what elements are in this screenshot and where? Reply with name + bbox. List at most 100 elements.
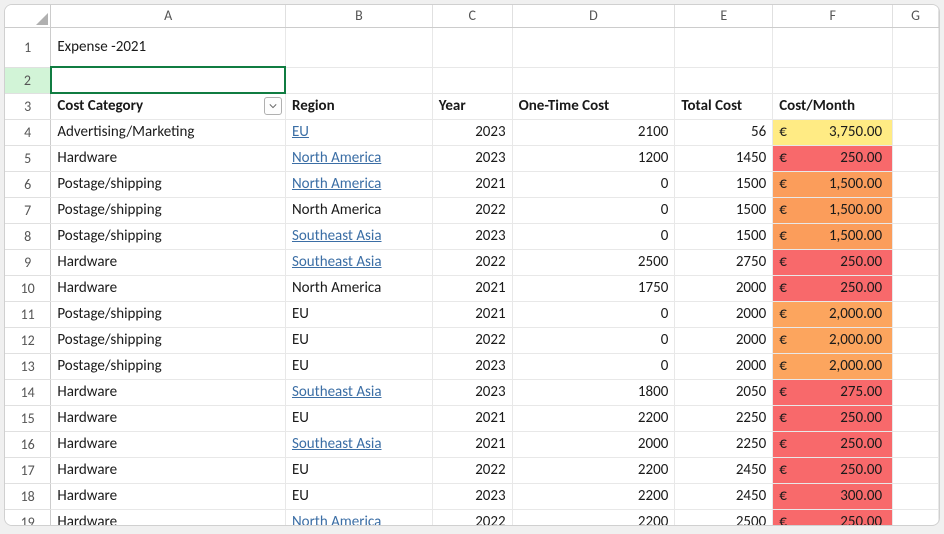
cell-category-15[interactable]: Hardware [51,405,286,431]
cell-g11[interactable] [893,301,939,327]
cell-cost-month-17[interactable]: €250.00 [773,457,893,483]
cell-year-13[interactable]: 2023 [432,353,512,379]
header-region[interactable]: Region [285,93,432,119]
cell-cost-month-8[interactable]: €1,500.00 [773,223,893,249]
cell-cost-month-9[interactable]: €250.00 [773,249,893,275]
cell-otc-5[interactable]: 1200 [512,145,675,171]
cell-g14[interactable] [893,379,939,405]
region-link-19[interactable]: North America [292,513,381,526]
cell-year-17[interactable]: 2022 [432,457,512,483]
row-head-15[interactable]: 15 [5,405,51,431]
cell-d1[interactable] [512,27,675,67]
row-head-12[interactable]: 12 [5,327,51,353]
cell-cost-month-18[interactable]: €300.00 [773,483,893,509]
col-head-c[interactable]: C [432,5,512,27]
cell-category-8[interactable]: Postage/shipping [51,223,286,249]
cell-c2[interactable] [432,67,512,93]
cell-tc-19[interactable]: 2500 [675,509,773,526]
cell-otc-18[interactable]: 2200 [512,483,675,509]
col-head-f[interactable]: F [773,5,893,27]
cell-g17[interactable] [893,457,939,483]
cell-otc-4[interactable]: 2100 [512,119,675,145]
cell-region-14[interactable]: Southeast Asia [285,379,432,405]
cell-cost-month-7[interactable]: €1,500.00 [773,197,893,223]
cell-year-8[interactable]: 2023 [432,223,512,249]
cell-tc-11[interactable]: 2000 [675,301,773,327]
cell-g7[interactable] [893,197,939,223]
col-head-g[interactable]: G [893,5,939,27]
cell-tc-4[interactable]: 56 [675,119,773,145]
cell-tc-17[interactable]: 2450 [675,457,773,483]
cell-otc-9[interactable]: 2500 [512,249,675,275]
cell-tc-5[interactable]: 1450 [675,145,773,171]
cell-tc-10[interactable]: 2000 [675,275,773,301]
cell-cost-month-14[interactable]: €275.00 [773,379,893,405]
header-one-time-cost[interactable]: One-Time Cost [512,93,675,119]
cell-otc-13[interactable]: 0 [512,353,675,379]
row-head-11[interactable]: 11 [5,301,51,327]
row-head-6[interactable]: 6 [5,171,51,197]
cell-d2[interactable] [512,67,675,93]
cell-c1[interactable] [432,27,512,67]
region-link-9[interactable]: Southeast Asia [292,253,382,271]
cell-region-7[interactable]: North America [285,197,432,223]
cell-b1[interactable] [285,27,432,67]
cell-otc-12[interactable]: 0 [512,327,675,353]
cell-region-8[interactable]: Southeast Asia [285,223,432,249]
cell-g8[interactable] [893,223,939,249]
cell-tc-16[interactable]: 2250 [675,431,773,457]
cell-f1[interactable] [773,27,893,67]
cell-cost-month-12[interactable]: €2,000.00 [773,327,893,353]
cell-g6[interactable] [893,171,939,197]
cell-tc-9[interactable]: 2750 [675,249,773,275]
col-head-e[interactable]: E [675,5,773,27]
row-head-3[interactable]: 3 [5,93,51,119]
cell-g3[interactable] [893,93,939,119]
region-link-16[interactable]: Southeast Asia [292,435,382,453]
cell-g15[interactable] [893,405,939,431]
cell-a1[interactable]: Expense -2021 [51,27,286,67]
cell-category-7[interactable]: Postage/shipping [51,197,286,223]
cell-year-19[interactable]: 2022 [432,509,512,526]
row-head-17[interactable]: 17 [5,457,51,483]
cell-f2[interactable] [773,67,893,93]
cell-category-4[interactable]: Advertising/Marketing [51,119,286,145]
cell-region-11[interactable]: EU [285,301,432,327]
row-head-7[interactable]: 7 [5,197,51,223]
cell-year-10[interactable]: 2021 [432,275,512,301]
cell-year-9[interactable]: 2022 [432,249,512,275]
row-head-5[interactable]: 5 [5,145,51,171]
cell-region-9[interactable]: Southeast Asia [285,249,432,275]
cell-otc-7[interactable]: 0 [512,197,675,223]
cell-category-6[interactable]: Postage/shipping [51,171,286,197]
cell-e1[interactable] [675,27,773,67]
cell-category-9[interactable]: Hardware [51,249,286,275]
region-link-14[interactable]: Southeast Asia [292,383,382,401]
region-link-8[interactable]: Southeast Asia [292,227,382,245]
cell-otc-8[interactable]: 0 [512,223,675,249]
cell-year-4[interactable]: 2023 [432,119,512,145]
cell-year-12[interactable]: 2022 [432,327,512,353]
cell-cost-month-11[interactable]: €2,000.00 [773,301,893,327]
cell-region-5[interactable]: North America [285,145,432,171]
cell-otc-19[interactable]: 2200 [512,509,675,526]
cell-year-6[interactable]: 2021 [432,171,512,197]
cell-region-19[interactable]: North America [285,509,432,526]
cell-otc-14[interactable]: 1800 [512,379,675,405]
cell-category-14[interactable]: Hardware [51,379,286,405]
cell-g18[interactable] [893,483,939,509]
row-head-9[interactable]: 9 [5,249,51,275]
cell-g4[interactable] [893,119,939,145]
cell-g2[interactable] [893,67,939,93]
cell-cost-month-10[interactable]: €250.00 [773,275,893,301]
cell-cost-month-19[interactable]: €250.00 [773,509,893,526]
region-link-4[interactable]: EU [292,123,309,141]
row-head-18[interactable]: 18 [5,483,51,509]
cell-cost-month-6[interactable]: €1,500.00 [773,171,893,197]
row-head-8[interactable]: 8 [5,223,51,249]
cell-category-16[interactable]: Hardware [51,431,286,457]
row-head-19[interactable]: 19 [5,509,51,526]
cell-tc-7[interactable]: 1500 [675,197,773,223]
cell-otc-16[interactable]: 2000 [512,431,675,457]
filter-dropdown-icon[interactable] [264,97,282,115]
